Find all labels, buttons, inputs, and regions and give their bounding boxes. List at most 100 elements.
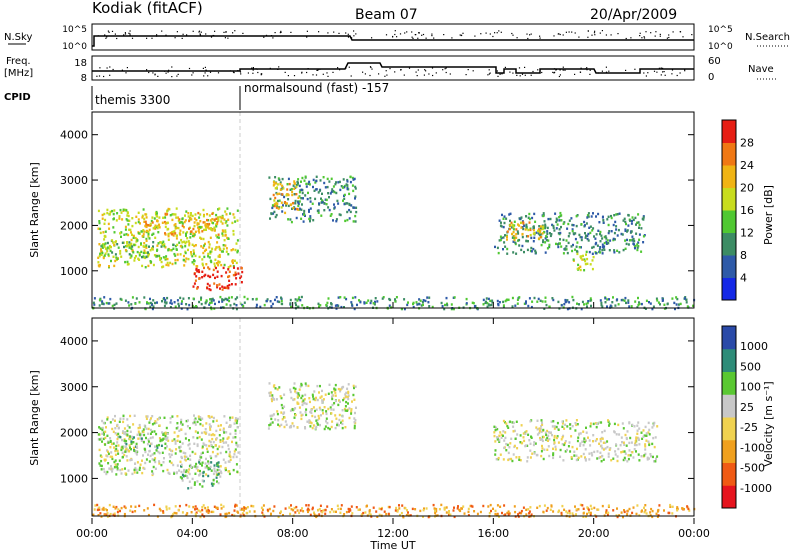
power-cell (615, 228, 618, 231)
velocity-cell (579, 503, 582, 507)
velocity-cell (528, 512, 531, 515)
nave-point (315, 74, 318, 76)
power-cell (190, 253, 193, 256)
power-cell (277, 177, 280, 180)
velocity-cell (560, 513, 563, 517)
power-cell (576, 252, 579, 256)
power-cell (356, 303, 358, 307)
nsky-strip-frame (91, 23, 695, 51)
velocity-cell (115, 505, 118, 509)
power-cell (216, 284, 219, 287)
velocity-cell (615, 443, 617, 446)
power-cell (273, 204, 276, 208)
velocity-cell (628, 449, 631, 452)
power-cell (580, 307, 583, 311)
velocity-cell (294, 413, 297, 417)
power-cell (323, 181, 326, 185)
velocity-cell (173, 438, 176, 441)
velocity-cell (541, 421, 543, 424)
power-cell (565, 239, 568, 242)
velocity-cell (122, 414, 125, 417)
velocity-cell (337, 403, 340, 407)
velocity-cell (171, 415, 174, 418)
velocity-cell (260, 506, 263, 509)
velocity-cell (636, 432, 639, 435)
velocity-colorbar-tick: -100 (740, 441, 765, 454)
velocity-cell (242, 513, 245, 517)
velocity-cell (165, 438, 168, 441)
power-cell (334, 183, 337, 186)
velocity-cell (573, 454, 576, 457)
power-cell (143, 249, 146, 252)
velocity-cell (309, 400, 311, 404)
velocity-cell (534, 442, 537, 445)
power-cell (312, 219, 315, 222)
power-cell (138, 254, 141, 257)
velocity-cell (539, 427, 542, 431)
velocity-cell (655, 512, 658, 515)
power-cell (645, 299, 648, 302)
velocity-cell (541, 438, 543, 441)
velocity-cell (353, 386, 355, 390)
power-cell (335, 307, 338, 310)
velocity-cell (212, 482, 215, 486)
velocity-cell (197, 415, 200, 418)
velocity-cell (104, 443, 107, 446)
power-cell (114, 253, 117, 256)
velocity-cell (154, 467, 157, 470)
power-cell (130, 242, 133, 245)
nsearch-point (353, 30, 355, 32)
power-cell (178, 221, 181, 224)
power-cell (394, 298, 396, 301)
nsearch-point (682, 36, 684, 38)
velocity-colorbar-label: Velocity [m s⁻¹] (762, 381, 775, 466)
velocity-cell (645, 512, 648, 515)
nave-point (157, 75, 159, 77)
power-cell (106, 208, 109, 212)
power-cell (205, 263, 208, 266)
nave-point (287, 75, 289, 77)
velocity-cell (632, 506, 635, 509)
power-cell (184, 214, 186, 217)
velocity-cell (104, 436, 107, 440)
velocity-cell (304, 393, 307, 397)
velocity-cell (627, 457, 630, 461)
velocity-cell (552, 452, 555, 455)
power-cell (285, 194, 288, 197)
velocity-cell (114, 432, 117, 435)
power-cell (203, 266, 205, 270)
velocity-cell (508, 512, 511, 515)
nsearch-point (338, 32, 340, 34)
velocity-cell (321, 389, 323, 393)
velocity-cell (546, 506, 549, 510)
velocity-cell (354, 411, 356, 415)
velocity-cell (575, 458, 578, 462)
nsky-tick-high: 10^5 (62, 25, 87, 35)
velocity-cell (498, 434, 501, 437)
velocity-cell (124, 467, 126, 470)
power-cell (532, 232, 535, 235)
power-cell (152, 299, 155, 302)
nsearch-point (474, 35, 476, 37)
velocity-cell (353, 426, 356, 430)
power-cell (618, 251, 621, 254)
nsearch-point (672, 31, 674, 33)
power-cell (556, 223, 559, 226)
velocity-cell (510, 437, 513, 440)
velocity-cell (235, 421, 238, 425)
power-cell (624, 247, 627, 250)
velocity-cell (588, 511, 590, 514)
power-cell (108, 265, 110, 268)
velocity-cell (123, 438, 126, 441)
velocity-cell (310, 411, 313, 414)
power-cell (374, 300, 376, 304)
power-cell (616, 234, 619, 237)
power-cell (651, 307, 654, 311)
velocity-cell (524, 431, 527, 434)
nsearch-point (396, 36, 398, 38)
power-cell (124, 260, 127, 264)
velocity-cell (595, 426, 598, 429)
velocity-cell (235, 443, 238, 446)
power-cell (595, 233, 598, 236)
velocity-cell (542, 457, 545, 461)
